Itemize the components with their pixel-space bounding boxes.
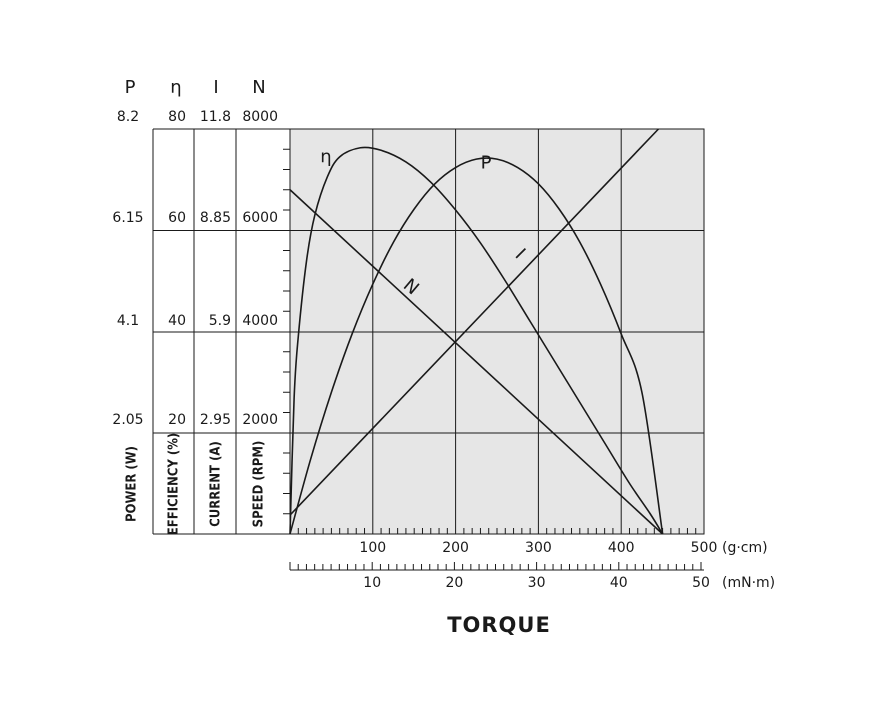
axis-symbol-efficiency: η bbox=[170, 77, 181, 98]
axis-label-power: POWER (W) bbox=[125, 446, 140, 522]
y-tick-label: 40 bbox=[168, 313, 186, 329]
axis-symbol-power: P bbox=[125, 77, 136, 98]
curve-label: η bbox=[320, 147, 331, 168]
y-tick-label: 60 bbox=[168, 210, 186, 226]
curve-power bbox=[289, 157, 664, 535]
curve-current bbox=[289, 128, 660, 516]
x-unit-gcm: (g·cm) bbox=[722, 540, 768, 556]
axis-label-speed: SPEED (RPM) bbox=[252, 441, 267, 528]
x-tick-label-gcm: 400 bbox=[608, 540, 635, 556]
curve-label: P bbox=[481, 153, 492, 174]
x-unit-mnm: (mN·m) bbox=[722, 575, 775, 591]
x-tick-label-mnm: 30 bbox=[528, 575, 546, 591]
y-tick-label: 2.05 bbox=[112, 412, 143, 428]
x-tick-label-gcm: 100 bbox=[359, 540, 386, 556]
axis-symbol-current: I bbox=[213, 77, 218, 98]
y-tick-label: 5.9 bbox=[209, 313, 231, 329]
y-tick-label: 8000 bbox=[242, 109, 278, 125]
y-tick-label: 8.2 bbox=[117, 109, 139, 125]
y-tick-label: 2000 bbox=[242, 412, 278, 428]
chart-title: TORQUE bbox=[447, 613, 551, 637]
x-tick-label-gcm: 300 bbox=[525, 540, 552, 556]
y-tick-label: 2.95 bbox=[200, 412, 231, 428]
x-tick-label-mnm: 10 bbox=[363, 575, 381, 591]
axis-symbol-speed: N bbox=[252, 77, 265, 98]
axis-label-current: CURRENT (A) bbox=[209, 441, 224, 527]
y-tick-label: 4000 bbox=[242, 313, 278, 329]
axis-label-efficiency: EFFICIENCY (%) bbox=[167, 433, 182, 536]
x-tick-label-mnm: 20 bbox=[445, 575, 463, 591]
y-tick-label: 80 bbox=[168, 109, 186, 125]
curve-speed bbox=[289, 189, 664, 535]
torque-axis: 100 200 300 400 500 (g·cm) 10 20 30 40 50 (mN·m) TOR… bbox=[289, 528, 775, 637]
axis-label-panel: POWER (W) EFFICIENCY (%) CURRENT (A) SPEED … bbox=[125, 129, 290, 536]
x-tick-label-gcm: 500 bbox=[691, 540, 718, 556]
x-tick-label-mnm: 40 bbox=[610, 575, 628, 591]
curve-efficiency bbox=[289, 146, 664, 535]
y-tick-label: 6000 bbox=[242, 210, 278, 226]
y-tick-label: 8.85 bbox=[200, 210, 231, 226]
y-tick-label: 20 bbox=[168, 412, 186, 428]
y-tick-label: 6.15 bbox=[112, 210, 143, 226]
x-tick-label-gcm: 200 bbox=[442, 540, 469, 556]
y-tick-label: 4.1 bbox=[117, 313, 139, 329]
y-tick-label: 11.8 bbox=[200, 109, 231, 125]
value-axes: P 8.2 6.15 4.1 2.05 η 80 60 40 20 I 11.8 8.85 5.9 2.95… bbox=[112, 77, 278, 428]
x-tick-label-mnm: 50 bbox=[692, 575, 710, 591]
